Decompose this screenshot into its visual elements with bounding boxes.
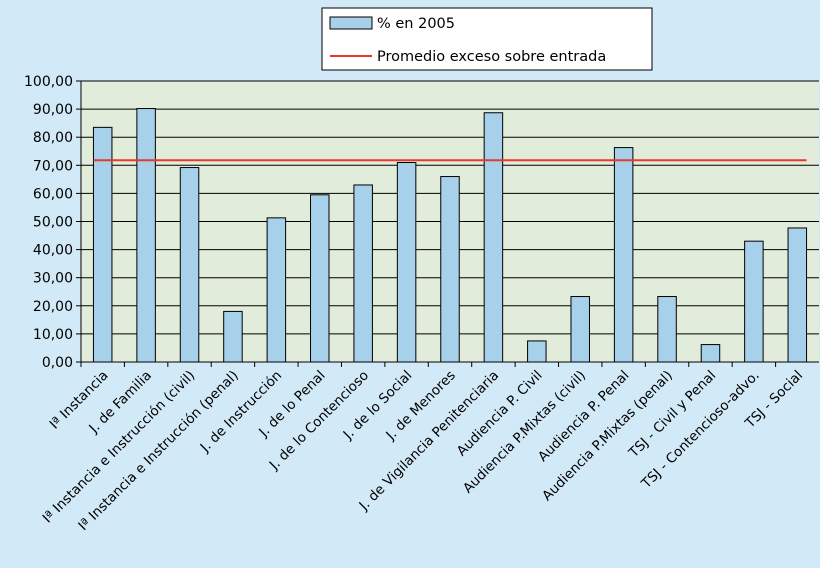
y-tick-label: 70,00 [33,158,73,174]
bar [527,340,547,363]
y-tick-label: 0,00 [42,355,73,371]
legend: % en 2005 Promedio exceso sobre entrada [321,7,653,71]
bar [700,344,721,363]
y-tick-label: 10,00 [33,327,73,343]
bar [744,240,764,363]
bar [787,227,808,363]
legend-swatch-bars [329,16,373,30]
x-category-label: Iª Instancia e Instrucción (penal) [75,368,241,534]
bar [266,217,287,363]
bar [613,147,634,363]
legend-label-line: Promedio exceso sobre entrada [377,49,606,65]
bar [92,126,113,363]
y-axis-ticks: 0,00 10,00 20,00 30,00 40,00 50,00 60,00 70,00 8… [24,74,81,371]
bar [440,176,460,363]
bar [136,108,156,363]
bar [657,296,677,363]
y-tick-label: 50,00 [33,215,73,231]
bar [310,194,330,363]
bar [223,310,243,363]
bar [483,112,504,363]
bar [353,184,373,363]
legend-label-bars: % en 2005 [377,16,455,32]
bar [179,167,200,363]
bars [92,108,808,363]
y-tick-label: 90,00 [33,102,73,118]
y-tick-label: 60,00 [33,186,73,202]
bar [570,296,590,363]
y-tick-label: 100,00 [24,74,73,90]
y-tick-label: 20,00 [33,299,73,315]
y-tick-label: 80,00 [33,130,73,146]
bar [396,161,417,363]
legend-box [321,7,653,71]
y-tick-label: 30,00 [33,271,73,287]
y-tick-label: 40,00 [33,243,73,259]
